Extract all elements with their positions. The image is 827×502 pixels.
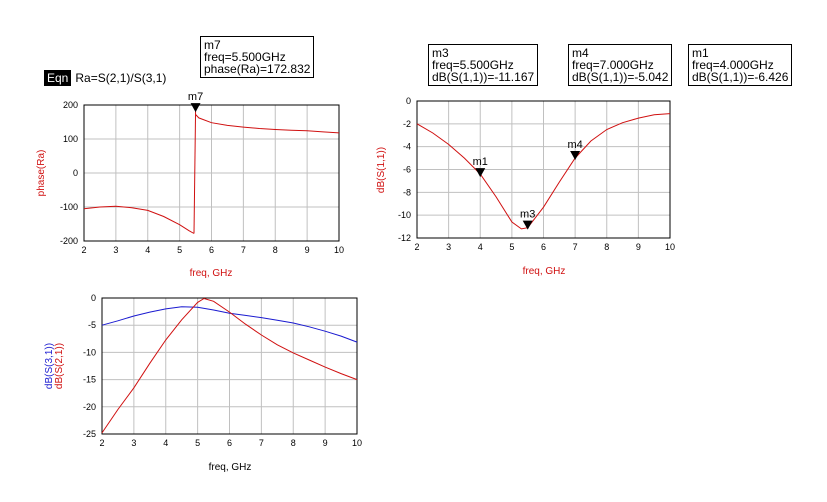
x-tick-label: 6 xyxy=(541,242,546,252)
equation-text: Ra=S(2,1)/S(3,1) xyxy=(75,71,167,85)
marker-label: m7 xyxy=(188,91,203,103)
x-tick-label: 3 xyxy=(113,245,118,255)
marker-readout-name: m7 xyxy=(204,38,221,52)
x-tick-label: 8 xyxy=(291,438,296,448)
marker-triangle xyxy=(475,168,486,178)
x-tick-label: 9 xyxy=(305,245,310,255)
x-tick-label: 7 xyxy=(241,245,246,255)
marker-label: m4 xyxy=(567,139,582,151)
x-axis-label: freq, GHz xyxy=(190,268,233,279)
x-tick-label: 8 xyxy=(604,242,609,252)
y-tick-label: -12 xyxy=(398,233,411,243)
x-tick-label: 3 xyxy=(446,242,451,252)
y-axis-label: dB(S(1,1)) xyxy=(376,147,387,193)
x-tick-label: 2 xyxy=(414,242,419,252)
equation-tag[interactable]: Eqn xyxy=(44,70,72,86)
y-tick-label: -6 xyxy=(403,165,411,175)
x-tick-label: 10 xyxy=(665,242,675,252)
y-tick-label: 100 xyxy=(63,134,78,144)
y-tick-label: -4 xyxy=(403,142,411,152)
x-axis-label: freq, GHz xyxy=(523,266,566,277)
y-tick-label: -15 xyxy=(83,375,96,385)
y-tick-label: -25 xyxy=(83,429,96,439)
marker-readout-name: m1 xyxy=(692,46,709,60)
y-tick-label: -20 xyxy=(83,402,96,412)
y-tick-label: -8 xyxy=(403,187,411,197)
x-tick-label: 3 xyxy=(131,438,136,448)
marker-triangle xyxy=(522,220,533,230)
marker-label: m3 xyxy=(520,209,535,221)
plot-frame xyxy=(101,297,358,435)
plot-s21-s31: 2 3 4 5 6 7 8 9 10 0 -5 -10 -15 -20 -25 freq, GHz dB(S(3… xyxy=(44,293,362,473)
marker-readout-freq: freq=5.500GHz xyxy=(204,50,286,64)
x-tick-label: 10 xyxy=(334,245,344,255)
x-tick-label: 4 xyxy=(478,242,483,252)
y-axis-label: phase(Ra) xyxy=(36,150,47,197)
x-tick-label: 4 xyxy=(145,245,150,255)
marker-triangle xyxy=(190,103,201,113)
marker-readout-freq: freq=5.500GHz xyxy=(432,58,514,72)
marker-readout-freq: freq=4.000GHz xyxy=(692,58,774,72)
x-tick-label: 5 xyxy=(509,242,514,252)
series-line xyxy=(83,205,195,234)
series-line xyxy=(101,306,358,343)
x-axis-label: freq, GHz xyxy=(209,462,252,473)
x-tick-label: 7 xyxy=(573,242,578,252)
marker-readout-name: m3 xyxy=(432,46,449,60)
y-tick-label: -5 xyxy=(88,320,96,330)
y-axis-label: dB(S(3,1)) xyxy=(44,343,55,389)
x-tick-label: 10 xyxy=(352,438,362,448)
series-line xyxy=(416,113,671,230)
y-tick-label: 0 xyxy=(406,96,411,106)
marker-readout-value: dB(S(1,1))=-6.426 xyxy=(692,70,789,84)
series-line xyxy=(195,114,340,134)
marker-readout-m1[interactable]: m1 freq=4.000GHz dB(S(1,1))=-6.426 xyxy=(688,44,793,86)
plot-frame xyxy=(416,100,671,239)
marker-readout-value: dB(S(1,1))=-11.167 xyxy=(432,70,535,84)
y-tick-label: -100 xyxy=(60,202,78,212)
series-line xyxy=(101,297,358,434)
x-tick-label: 2 xyxy=(99,438,104,448)
marker-label: m1 xyxy=(473,156,488,168)
y-tick-label: -10 xyxy=(398,210,411,220)
plot-phase: 2 3 4 5 6 7 8 9 10 200 100 0 -100 -200 freq, GHz phase(… xyxy=(36,91,344,279)
marker-readout-value: dB(S(1,1))=-5.042 xyxy=(572,70,669,84)
x-tick-label: 5 xyxy=(177,245,182,255)
marker-readout-m4[interactable]: m4 freq=7.000GHz dB(S(1,1))=-5.042 xyxy=(568,44,673,86)
marker-readout-name: m4 xyxy=(572,46,589,60)
marker-readout-m7[interactable]: m7 freq=5.500GHz phase(Ra)=172.832 xyxy=(200,36,315,78)
marker-readout-m3[interactable]: m3 freq=5.500GHz dB(S(1,1))=-11.167 xyxy=(428,44,539,86)
x-tick-label: 7 xyxy=(259,438,264,448)
series-line xyxy=(193,108,197,234)
y-tick-label: -10 xyxy=(83,347,96,357)
y-tick-label: -2 xyxy=(403,119,411,129)
marker-readout-value: phase(Ra)=172.832 xyxy=(204,62,311,76)
equation: Eqn Ra=S(2,1)/S(3,1) xyxy=(44,70,166,86)
y-tick-label: 0 xyxy=(91,293,96,303)
y-tick-label: 200 xyxy=(63,100,78,110)
y-tick-label: -200 xyxy=(60,236,78,246)
marker-readout-freq: freq=7.000GHz xyxy=(572,58,654,72)
plot-s11: 2 3 4 5 6 7 8 9 10 0 -2 -4 -6 -8 -10 -12 freq, GHz dB(S(1… xyxy=(376,96,675,277)
x-tick-label: 9 xyxy=(323,438,328,448)
x-tick-label: 5 xyxy=(195,438,200,448)
x-tick-label: 4 xyxy=(163,438,168,448)
plot-frame xyxy=(83,104,340,242)
x-tick-label: 8 xyxy=(273,245,278,255)
marker-triangle xyxy=(570,150,581,160)
x-tick-label: 2 xyxy=(81,245,86,255)
y-axis-label: dB(S(2,1)) xyxy=(54,343,65,389)
x-tick-label: 6 xyxy=(209,245,214,255)
y-tick-label: 0 xyxy=(73,168,78,178)
x-tick-label: 6 xyxy=(227,438,232,448)
x-tick-label: 9 xyxy=(636,242,641,252)
